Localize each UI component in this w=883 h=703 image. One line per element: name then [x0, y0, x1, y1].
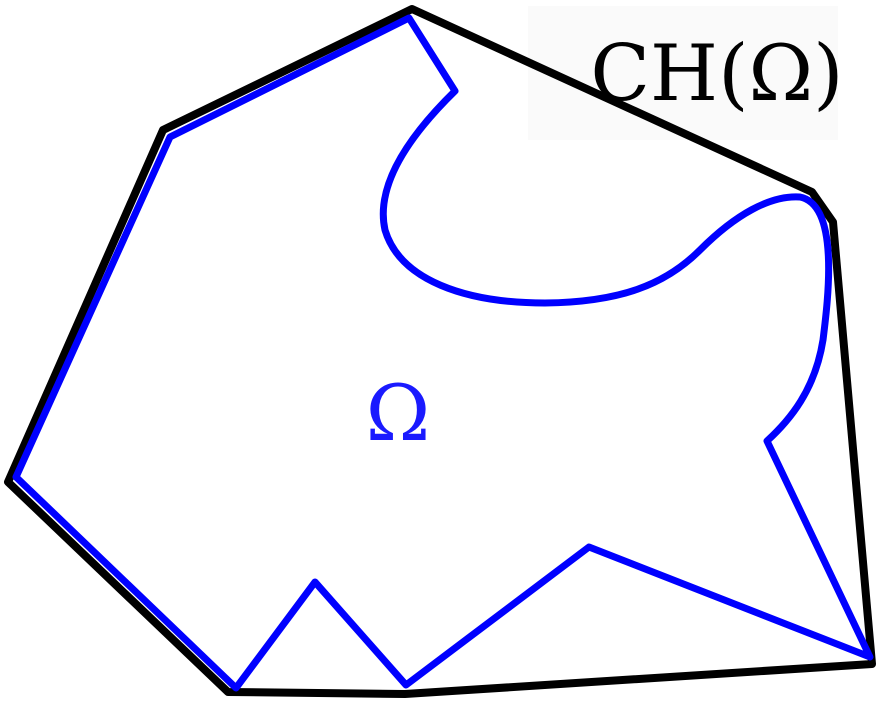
hull-label-background: [528, 6, 838, 140]
domain-label: Ω: [366, 369, 431, 459]
domain-outline: [12, 14, 874, 692]
convex-hull-outline: [4, 5, 876, 698]
convex-hull-label: CH(Ω): [590, 29, 843, 119]
